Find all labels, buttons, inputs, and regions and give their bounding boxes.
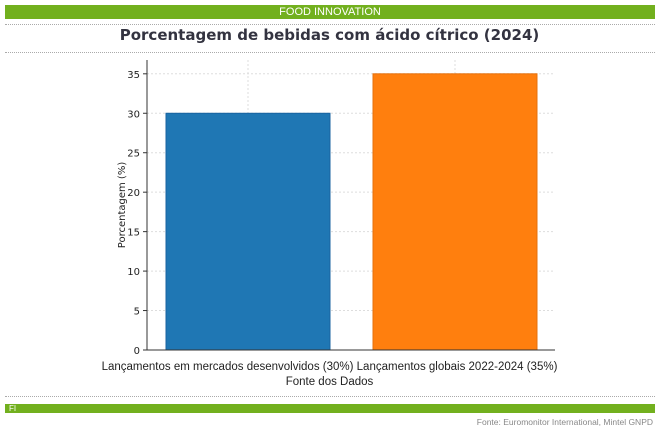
divider — [5, 396, 655, 397]
y-tick-label: 35 — [127, 70, 140, 81]
divider — [5, 24, 655, 25]
x-tick-labels: Lançamentos em mercados desenvolvidos (3… — [0, 361, 659, 373]
y-tick-label: 0 — [134, 346, 140, 357]
y-tick-label: 25 — [127, 149, 140, 160]
x-tick-label: Lançamentos em mercados desenvolvidos (3… — [101, 361, 354, 373]
y-tick-label: 5 — [134, 307, 140, 318]
source-note: Fonte: Euromonitor International, Mintel… — [476, 417, 653, 427]
y-tick-label: 15 — [127, 228, 140, 239]
bar — [165, 112, 331, 351]
y-tick-label: 10 — [127, 267, 140, 278]
x-tick-label: Lançamentos globais 2022-2024 (35%) — [356, 361, 558, 373]
y-tick-label: 30 — [127, 109, 140, 120]
y-axis-label: Porcentagem (%) — [117, 162, 128, 249]
x-axis-label: Fonte dos Dados — [285, 376, 374, 388]
y-tick-label: 20 — [127, 188, 140, 199]
chart-title: Porcentagem de bebidas com ácido cítrico… — [119, 26, 540, 44]
bar — [372, 73, 538, 351]
divider — [5, 52, 655, 53]
header-banner: FOOD INNOVATION — [5, 5, 655, 19]
footer-badge: FI — [5, 404, 655, 413]
